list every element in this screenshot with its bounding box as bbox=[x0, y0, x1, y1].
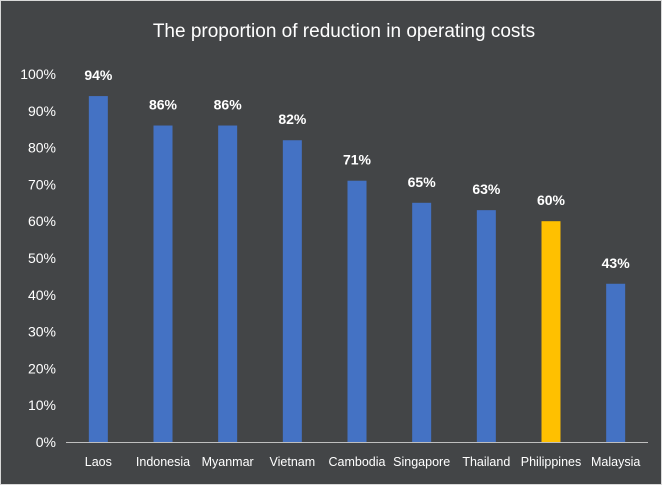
bar-indonesia bbox=[153, 125, 173, 443]
data-label: 86% bbox=[214, 97, 243, 113]
data-label: 43% bbox=[602, 255, 631, 271]
bar-singapore bbox=[412, 202, 432, 442]
x-tick-label: Cambodia bbox=[329, 455, 386, 469]
y-tick-label: 30% bbox=[28, 324, 56, 340]
bar-vietnam bbox=[282, 140, 302, 443]
bar-cambodia bbox=[347, 180, 367, 442]
x-tick-label: Singapore bbox=[393, 455, 450, 469]
y-tick-label: 60% bbox=[28, 213, 56, 229]
x-tick-label: Malaysia bbox=[591, 455, 640, 469]
x-tick-label: Laos bbox=[85, 455, 112, 469]
y-tick-label: 70% bbox=[28, 176, 56, 192]
y-tick-label: 0% bbox=[36, 434, 56, 450]
x-axis: Laos Indonesia Myanmar Vietnam Cambodia Singa… bbox=[66, 442, 648, 469]
bar-malaysia bbox=[606, 283, 626, 442]
data-label: 63% bbox=[472, 181, 501, 197]
bar-thailand bbox=[476, 210, 496, 442]
y-axis: 0% 10% 20% 30% 40% 50% 60% 70% 80% 90% 100% bbox=[20, 66, 56, 450]
data-labels: 94% 86% 86% 82% 71% 65% 63% 60% 43% bbox=[84, 67, 630, 271]
y-tick-label: 40% bbox=[28, 287, 56, 303]
data-label: 60% bbox=[537, 192, 566, 208]
y-tick-label: 10% bbox=[28, 397, 56, 413]
bar-laos bbox=[88, 96, 108, 442]
bars bbox=[88, 96, 626, 443]
data-label: 65% bbox=[408, 174, 437, 190]
y-tick-label: 50% bbox=[28, 250, 56, 266]
data-label: 94% bbox=[84, 67, 113, 83]
x-tick-label: Myanmar bbox=[202, 455, 254, 469]
y-tick-label: 100% bbox=[20, 66, 56, 82]
data-label: 82% bbox=[278, 111, 307, 127]
x-tick-label: Indonesia bbox=[136, 455, 190, 469]
x-tick-label: Vietnam bbox=[270, 455, 316, 469]
data-label: 71% bbox=[343, 152, 372, 168]
bar-philippines bbox=[541, 221, 561, 442]
data-label: 86% bbox=[149, 97, 178, 113]
x-tick-label: Philippines bbox=[521, 455, 581, 469]
bar-myanmar bbox=[218, 125, 238, 443]
chart-title: The proportion of reduction in operating… bbox=[153, 21, 535, 42]
y-tick-label: 80% bbox=[28, 140, 56, 156]
x-tick-label: Thailand bbox=[462, 455, 510, 469]
y-tick-label: 20% bbox=[28, 360, 56, 376]
y-tick-label: 90% bbox=[28, 103, 56, 119]
